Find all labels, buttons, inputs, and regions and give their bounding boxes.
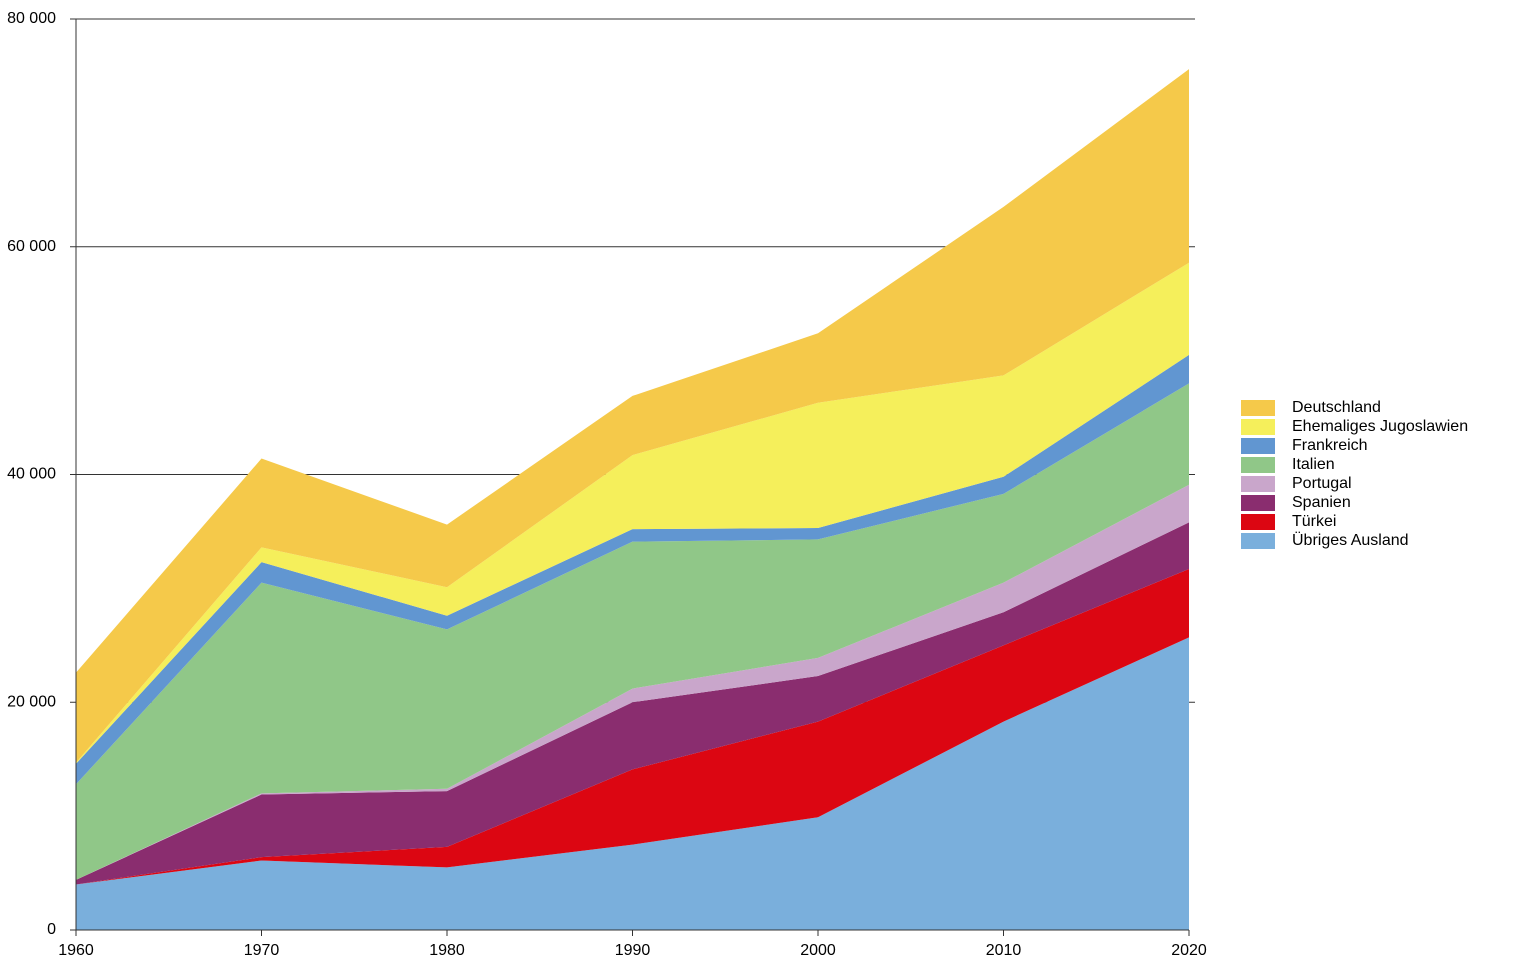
x-tick-label: 1970 — [244, 942, 280, 959]
legend-label: Frankreich — [1292, 437, 1368, 454]
y-tick-label: 0 — [47, 921, 56, 938]
area — [76, 522, 1189, 885]
area — [76, 637, 1189, 930]
x-tick-label: 1960 — [58, 942, 94, 959]
area — [76, 69, 1189, 763]
legend-label: Türkei — [1292, 513, 1336, 530]
legend-swatch — [1241, 476, 1275, 492]
legend-swatch — [1241, 495, 1275, 511]
legend-swatch — [1241, 419, 1275, 435]
area — [76, 569, 1189, 885]
legend-swatch — [1241, 438, 1275, 454]
x-tick-label: 1990 — [615, 942, 651, 959]
y-tick-label: 60 000 — [7, 238, 56, 255]
x-tick-label: 1980 — [429, 942, 465, 959]
legend-label: Spanien — [1292, 494, 1351, 511]
legend-label: Ehemaliges Jugoslawien — [1292, 418, 1468, 435]
y-tick-label: 20 000 — [7, 693, 56, 710]
y-tick-label: 80 000 — [7, 10, 56, 27]
legend-label: Portugal — [1292, 475, 1352, 492]
area — [76, 262, 1189, 764]
y-tick-label: 40 000 — [7, 466, 56, 483]
legend-label: Italien — [1292, 456, 1335, 473]
x-tick-label: 2010 — [986, 942, 1022, 959]
legend-swatch — [1241, 457, 1275, 473]
x-tick-label: 2020 — [1171, 942, 1207, 959]
x-tick-label: 2000 — [800, 942, 836, 959]
legend-swatch — [1241, 400, 1275, 416]
legend-swatch — [1241, 514, 1275, 530]
legend-label: Übriges Ausland — [1292, 531, 1409, 549]
legend-label: Deutschland — [1292, 399, 1381, 416]
area — [76, 383, 1189, 880]
legend-swatch — [1241, 533, 1275, 549]
